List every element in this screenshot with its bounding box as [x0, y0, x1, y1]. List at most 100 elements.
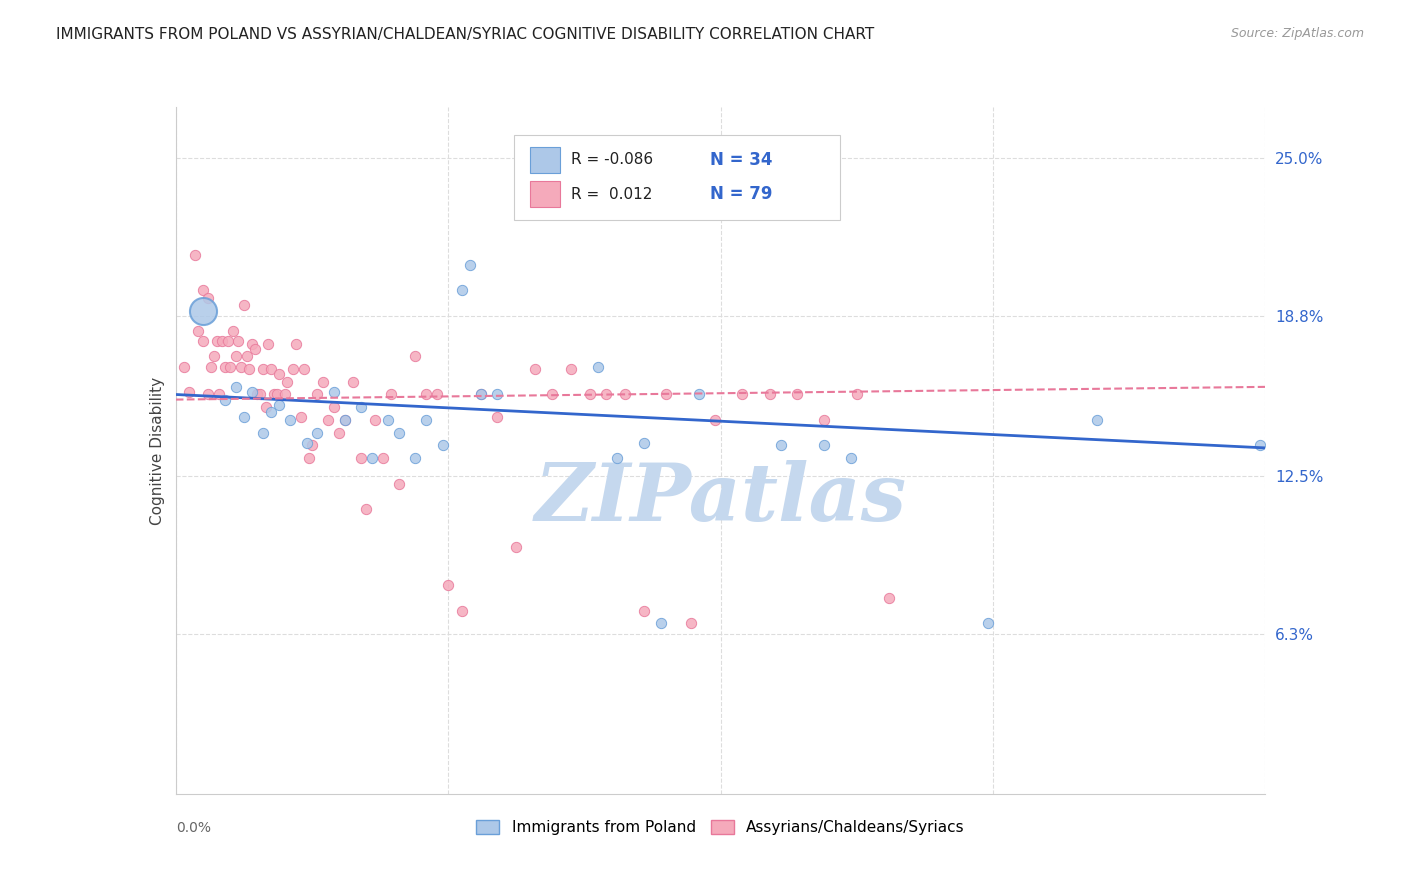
Point	[595, 387, 617, 401]
FancyBboxPatch shape	[513, 135, 841, 220]
Y-axis label: Cognitive Disability: Cognitive Disability	[149, 376, 165, 524]
Point	[633, 604, 655, 618]
Point	[679, 616, 702, 631]
Point	[191, 303, 214, 318]
Point	[380, 387, 402, 401]
Point	[350, 401, 373, 415]
Text: N = 79: N = 79	[710, 186, 772, 203]
Point	[437, 578, 460, 592]
Point	[232, 410, 254, 425]
Text: R = -0.086: R = -0.086	[571, 153, 654, 168]
Point	[263, 387, 285, 401]
Point	[257, 336, 280, 351]
Point	[758, 387, 780, 401]
Point	[228, 334, 250, 348]
Point	[202, 349, 225, 363]
Point	[238, 362, 260, 376]
Point	[232, 298, 254, 312]
Point	[278, 413, 301, 427]
Text: R =  0.012: R = 0.012	[571, 186, 652, 202]
Point	[205, 334, 228, 348]
Point	[197, 291, 219, 305]
Point	[235, 349, 257, 363]
Point	[704, 413, 727, 427]
Point	[301, 438, 323, 452]
Point	[186, 324, 209, 338]
Point	[342, 375, 364, 389]
Point	[290, 410, 312, 425]
Point	[813, 438, 835, 452]
Point	[295, 435, 318, 450]
Point	[470, 387, 492, 401]
FancyBboxPatch shape	[530, 147, 561, 173]
Point	[377, 413, 399, 427]
Point	[633, 435, 655, 450]
Point	[214, 359, 236, 374]
Legend: Immigrants from Poland, Assyrians/Chaldeans/Syriacs: Immigrants from Poland, Assyrians/Chalde…	[471, 814, 970, 841]
Point	[650, 616, 672, 631]
Point	[322, 384, 344, 399]
Point	[426, 387, 449, 401]
Point	[214, 392, 236, 407]
Point	[731, 387, 754, 401]
Point	[505, 540, 527, 554]
Point	[845, 387, 868, 401]
Point	[276, 375, 298, 389]
Point	[388, 425, 411, 440]
Point	[243, 342, 266, 356]
Point	[606, 451, 628, 466]
Point	[458, 258, 481, 272]
Point	[252, 362, 274, 376]
Point	[298, 451, 321, 466]
Point	[191, 334, 214, 348]
Point	[318, 413, 340, 427]
Point	[222, 324, 245, 338]
Point	[184, 247, 207, 261]
Point	[405, 451, 427, 466]
Point	[252, 425, 274, 440]
Point	[614, 387, 637, 401]
Point	[200, 359, 222, 374]
Point	[540, 387, 562, 401]
Point	[786, 387, 808, 401]
Point	[450, 283, 472, 297]
Point	[333, 413, 356, 427]
Text: Source: ZipAtlas.com: Source: ZipAtlas.com	[1230, 27, 1364, 40]
Point	[579, 387, 602, 401]
Point	[470, 387, 492, 401]
Point	[219, 359, 242, 374]
Point	[179, 384, 201, 399]
Point	[586, 359, 609, 374]
Point	[269, 398, 291, 412]
Text: N = 34: N = 34	[710, 151, 772, 169]
Point	[292, 362, 315, 376]
Point	[524, 362, 547, 376]
Point	[388, 476, 411, 491]
Point	[432, 438, 454, 452]
Point	[281, 362, 304, 376]
Point	[240, 336, 263, 351]
Point	[322, 401, 344, 415]
Point	[405, 349, 427, 363]
Point	[879, 591, 901, 605]
Point	[269, 367, 291, 381]
Point	[813, 413, 835, 427]
Text: 0.0%: 0.0%	[176, 822, 211, 835]
Point	[415, 387, 437, 401]
Point	[254, 401, 277, 415]
Point	[240, 384, 263, 399]
Point	[769, 438, 792, 452]
Point	[360, 451, 382, 466]
Point	[450, 604, 472, 618]
Point	[560, 362, 582, 376]
Point	[274, 387, 297, 401]
Point	[260, 405, 283, 419]
Point	[231, 359, 253, 374]
Point	[225, 349, 247, 363]
FancyBboxPatch shape	[530, 181, 561, 207]
Point	[246, 387, 269, 401]
Point	[371, 451, 394, 466]
Point	[1249, 438, 1271, 452]
Point	[249, 387, 271, 401]
Point	[655, 387, 678, 401]
